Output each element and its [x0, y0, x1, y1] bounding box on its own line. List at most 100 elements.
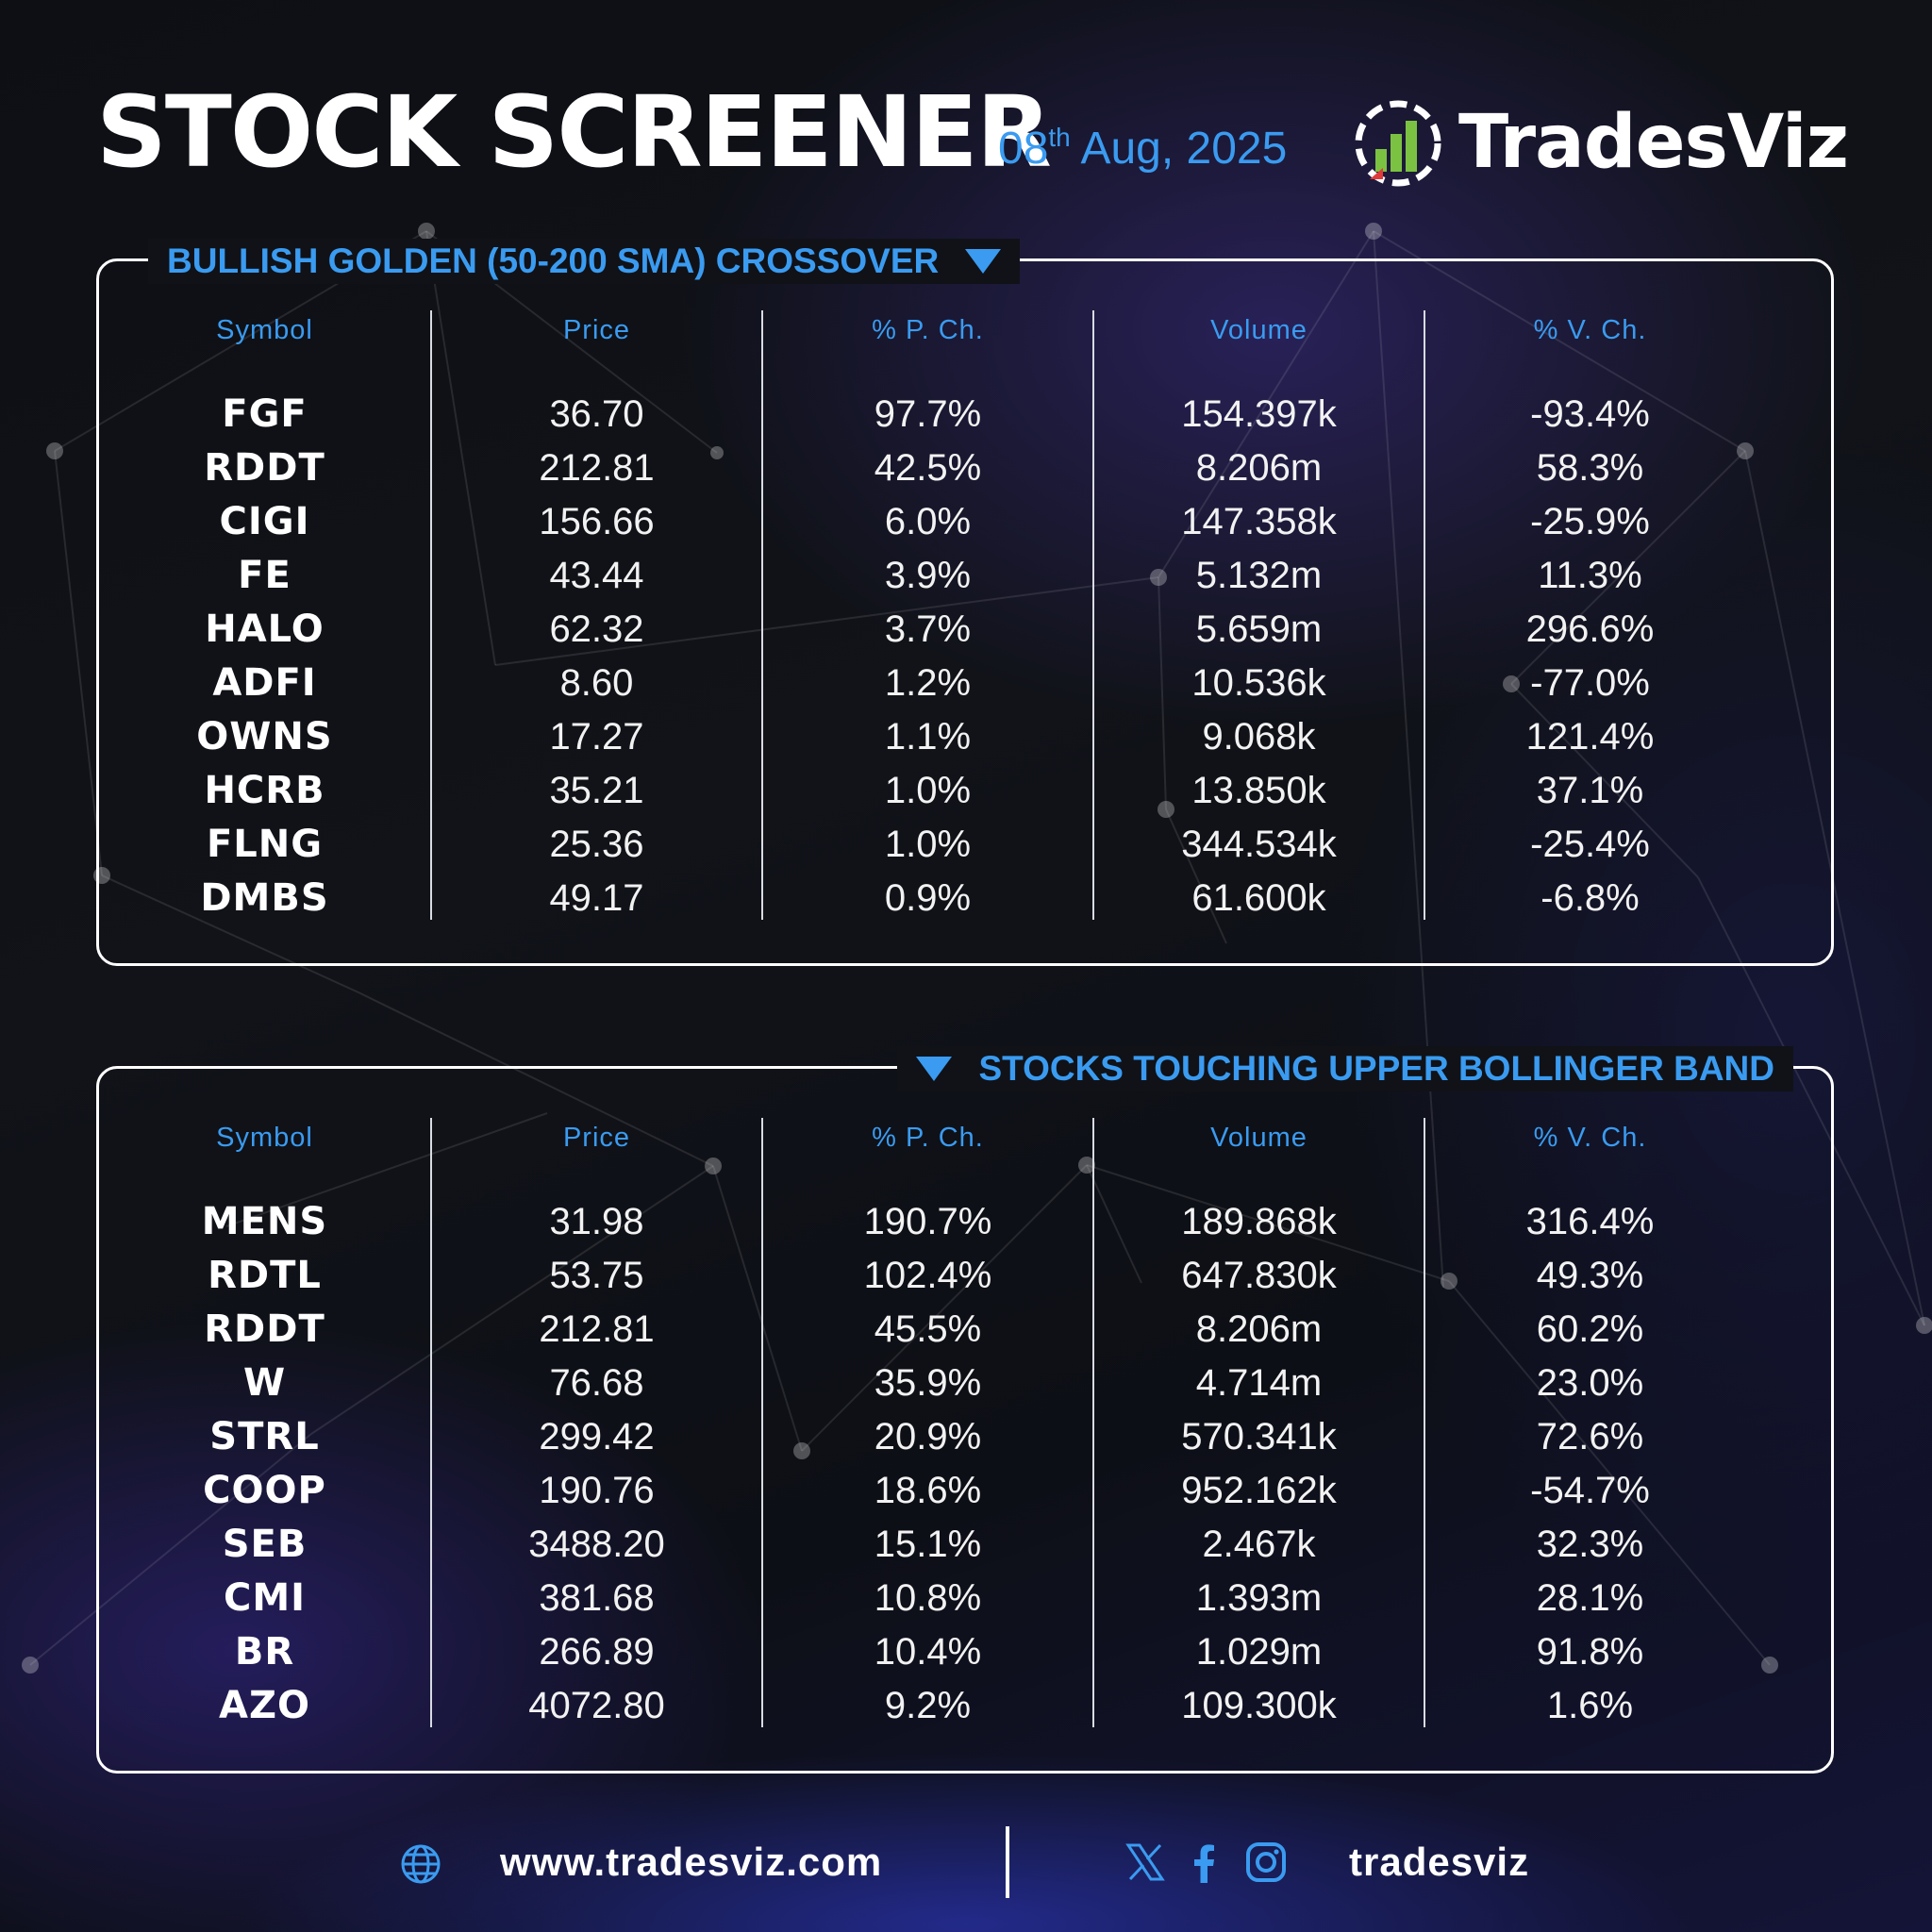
ticker-symbol[interactable]: RDTL: [208, 1254, 322, 1297]
column-header-price-change[interactable]: % P. Ch.: [872, 315, 984, 345]
ticker-symbol[interactable]: COOP: [203, 1469, 326, 1512]
table-cell-volume-change: 121.4%: [1525, 716, 1655, 758]
ticker-symbol[interactable]: MENS: [201, 1200, 328, 1243]
table-cell-volume-change: 296.6%: [1525, 608, 1655, 650]
column-header-price[interactable]: Price: [562, 1123, 631, 1153]
table-cell-price: 62.32: [549, 608, 644, 650]
date-suffix: th: [1048, 123, 1071, 152]
ticker-symbol[interactable]: FGF: [222, 392, 308, 436]
table-cell-price: 190.76: [539, 1470, 655, 1511]
ticker-symbol[interactable]: CMI: [223, 1576, 307, 1620]
bollinger-title-text: STOCKS TOUCHING UPPER BOLLINGER BAND: [978, 1049, 1774, 1088]
table-cell-price-change: 1.2%: [884, 662, 972, 704]
bollinger-panel: STOCKS TOUCHING UPPER BOLLINGER BAND Sym…: [96, 1046, 1834, 1774]
table-cell-volume-change: 23.0%: [1536, 1362, 1644, 1404]
column-header-price-change[interactable]: % P. Ch.: [872, 1123, 984, 1153]
table-cell-volume: 147.358k: [1181, 501, 1337, 542]
table-cell-volume-change: 11.3%: [1538, 555, 1642, 596]
table-cell-price-change: 10.8%: [874, 1577, 982, 1619]
table-cell-price-change: 0.9%: [884, 877, 972, 919]
table-cell-volume-change: 60.2%: [1536, 1308, 1644, 1350]
table-cell-volume: 10.536k: [1191, 662, 1326, 704]
column-cells: 31.98 53.75 212.81 76.68 299.42 190.76 3488.20…: [432, 1195, 761, 1733]
table-cell-price: 266.89: [539, 1631, 655, 1673]
table-cell-volume-change: -6.8%: [1541, 877, 1640, 919]
table-cell-volume-change: 49.3%: [1536, 1255, 1644, 1296]
footer: www.tradesviz.com tradesviz: [0, 1821, 1932, 1906]
ticker-symbol[interactable]: FLNG: [206, 823, 324, 866]
column-header-volume[interactable]: Volume: [1210, 1123, 1307, 1153]
column-price: Price 31.98 53.75 212.81 76.68 299.42 190.76 34…: [430, 1118, 761, 1727]
ticker-symbol[interactable]: W: [242, 1361, 287, 1405]
table-cell-volume: 1.029m: [1195, 1631, 1323, 1673]
table-cell-price-change: 1.0%: [884, 770, 972, 811]
bollinger-title[interactable]: STOCKS TOUCHING UPPER BOLLINGER BAND: [897, 1046, 1793, 1091]
column-volume-change: % V. Ch. 316.4% 49.3% 60.2% 23.0% 72.6% -54.7%…: [1424, 1118, 1755, 1727]
column-header-symbol[interactable]: Symbol: [216, 315, 313, 345]
ticker-symbol[interactable]: OWNS: [196, 715, 333, 758]
column-header-volume[interactable]: Volume: [1210, 315, 1307, 345]
table-cell-volume: 154.397k: [1181, 393, 1337, 435]
table-cell-volume-change: 1.6%: [1546, 1685, 1634, 1726]
tradesviz-logo-icon: [1355, 100, 1441, 187]
table-cell-price: 381.68: [539, 1577, 655, 1619]
facebook-icon[interactable]: [1183, 1841, 1224, 1883]
table-cell-volume: 8.206m: [1195, 1308, 1323, 1350]
table-cell-price-change: 3.9%: [884, 555, 972, 596]
table-cell-volume-change: 32.3%: [1536, 1524, 1644, 1565]
table-cell-price: 8.60: [559, 662, 634, 704]
website-link[interactable]: www.tradesviz.com: [500, 1840, 883, 1884]
table-cell-price-change: 18.6%: [874, 1470, 982, 1511]
ticker-symbol[interactable]: FE: [238, 554, 291, 597]
ticker-symbol[interactable]: AZO: [219, 1684, 310, 1727]
social-handle[interactable]: tradesviz: [1349, 1840, 1530, 1884]
instagram-icon[interactable]: [1245, 1841, 1287, 1883]
ticker-symbol[interactable]: RDDT: [204, 446, 325, 490]
table-cell-price: 31.98: [549, 1201, 644, 1242]
table-cell-volume: 61.600k: [1191, 877, 1326, 919]
golden-crossover-table: Symbol FGF RDDT CIGI FE HALO ADFI OWNS HCRB FLNG D…: [99, 310, 1831, 920]
table-cell-price-change: 1.1%: [884, 716, 972, 758]
table-cell-price: 212.81: [539, 447, 655, 489]
ticker-symbol[interactable]: SEB: [222, 1523, 308, 1566]
golden-crossover-title[interactable]: BULLISH GOLDEN (50-200 SMA) CROSSOVER: [148, 239, 1021, 284]
table-cell-price-change: 45.5%: [874, 1308, 982, 1350]
table-cell-price: 36.70: [549, 393, 644, 435]
table-cell-price: 35.21: [549, 770, 644, 811]
ticker-symbol[interactable]: HALO: [205, 608, 325, 651]
table-cell-price-change: 3.7%: [884, 608, 972, 650]
table-cell-price-change: 10.4%: [874, 1631, 982, 1673]
column-header-price[interactable]: Price: [562, 315, 631, 345]
ticker-symbol[interactable]: ADFI: [212, 661, 317, 705]
ticker-symbol[interactable]: BR: [234, 1630, 295, 1674]
table-cell-price-change: 42.5%: [874, 447, 982, 489]
table-cell-price: 49.17: [549, 877, 644, 919]
table-cell-volume-change: -25.4%: [1530, 824, 1650, 865]
column-header-volume-change[interactable]: % V. Ch.: [1533, 315, 1647, 345]
table-cell-volume-change: 28.1%: [1536, 1577, 1644, 1619]
table-cell-price: 4072.80: [528, 1685, 665, 1726]
brand-logo: TradesViz: [1351, 94, 1849, 189]
ticker-symbol[interactable]: RDDT: [204, 1307, 325, 1351]
column-header-volume-change[interactable]: % V. Ch.: [1533, 1123, 1647, 1153]
column-header-symbol[interactable]: Symbol: [216, 1123, 313, 1153]
x-icon[interactable]: [1124, 1841, 1166, 1883]
column-cells: 154.397k 8.206m 147.358k 5.132m 5.659m 10.536…: [1094, 388, 1424, 925]
table-cell-volume-change: -77.0%: [1530, 662, 1650, 704]
ticker-symbol[interactable]: HCRB: [204, 769, 325, 812]
table-cell-volume-change: -25.9%: [1530, 501, 1650, 542]
globe-icon: [401, 1844, 441, 1884]
table-cell-price: 17.27: [549, 716, 644, 758]
caret-down-icon: [965, 249, 1002, 274]
table-cell-volume: 952.162k: [1181, 1470, 1337, 1511]
ticker-symbol[interactable]: CIGI: [219, 500, 310, 543]
table-cell-volume-change: 72.6%: [1536, 1416, 1644, 1457]
ticker-symbol[interactable]: STRL: [209, 1415, 320, 1458]
table-cell-volume: 8.206m: [1195, 447, 1323, 489]
date-month-year: Aug, 2025: [1070, 124, 1288, 174]
table-cell-volume: 2.467k: [1202, 1524, 1316, 1565]
table-cell-volume-change: 58.3%: [1536, 447, 1644, 489]
ticker-symbol[interactable]: DMBS: [200, 876, 329, 920]
